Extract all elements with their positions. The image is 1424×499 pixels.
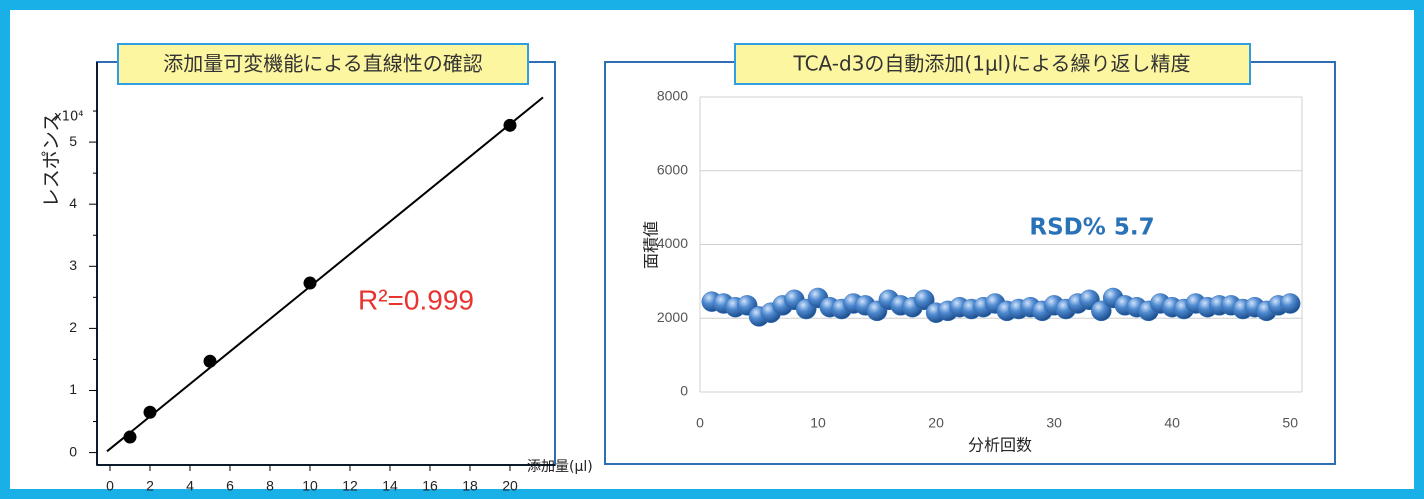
y-multiplier: x10⁴ [54, 110, 83, 125]
y-axis-label: レスポンス [41, 113, 63, 208]
y-tick-label: 4 [69, 195, 77, 211]
y-tick-label: 8000 [657, 88, 688, 104]
chart-title: 添加量可変機能による直線性の確認 [163, 52, 482, 76]
x-tick-label: 2 [146, 478, 154, 494]
x-tick-label: 16 [422, 478, 438, 494]
y-tick-label: 2000 [657, 309, 688, 325]
y-tick-label: 4000 [657, 235, 688, 251]
x-axis-label: 分析回数 [968, 436, 1032, 455]
data-point [123, 430, 137, 444]
x-tick-label: 0 [106, 478, 114, 494]
y-tick-label: 6000 [657, 161, 688, 177]
data-point [203, 354, 217, 368]
y-tick-label: 0 [680, 383, 688, 399]
x-tick-label: 12 [342, 478, 358, 494]
y-tick-label: 0 [69, 443, 77, 459]
data-point [1279, 293, 1301, 314]
x-tick-label: 18 [462, 478, 478, 494]
x-tick-label: 8 [266, 478, 274, 494]
fit-line [106, 96, 544, 453]
data-point [143, 405, 157, 419]
data-point [1091, 300, 1112, 322]
data-point [914, 289, 935, 311]
y-tick-label: 1 [69, 381, 77, 397]
y-tick-label: 5 [69, 133, 77, 149]
x-axis-label: 添加量(μl) [527, 459, 593, 475]
x-tick-label: 50 [1282, 415, 1298, 431]
title-box [734, 43, 1251, 85]
annotation: RSD% 5.7 [1029, 215, 1154, 241]
x-tick-label: 30 [1046, 415, 1062, 431]
y-tick-label: 3 [69, 257, 77, 273]
x-tick-label: 4 [186, 478, 194, 494]
x-tick-label: 10 [810, 415, 826, 431]
data-point [503, 118, 517, 132]
data-point [303, 276, 317, 290]
x-tick-label: 20 [928, 415, 944, 431]
x-tick-label: 10 [302, 478, 318, 494]
chart-title: TCA-d3の自動添加(1μl)による繰り返し精度 [793, 52, 1191, 76]
x-tick-label: 0 [696, 415, 704, 431]
x-tick-label: 20 [502, 478, 518, 494]
y-tick-label: 2 [69, 319, 77, 335]
x-tick-label: 40 [1164, 415, 1180, 431]
x-tick-label: 14 [382, 478, 398, 494]
x-tick-label: 6 [226, 478, 234, 494]
y-axis-label: 面積値 [642, 221, 661, 269]
title-box [117, 43, 529, 85]
annotation: R²=0.999 [358, 284, 474, 315]
